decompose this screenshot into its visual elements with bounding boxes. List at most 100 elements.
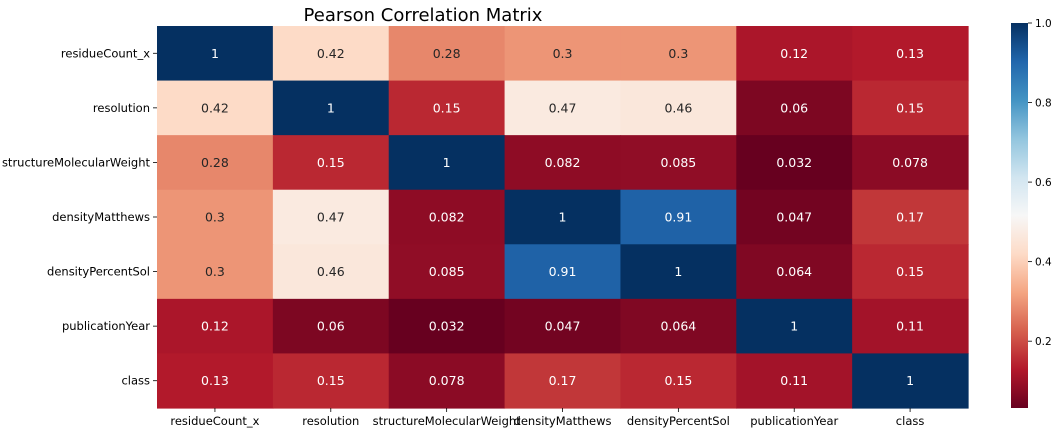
heatmap-cell xyxy=(736,189,853,245)
cell-value-label: 1 xyxy=(674,264,682,279)
heatmap-cell xyxy=(620,26,737,82)
heatmap-cell xyxy=(272,244,390,300)
x-tick-label: resolution xyxy=(302,414,359,428)
colorbar-tick-label: 0.6 xyxy=(1035,177,1052,189)
heatmap-cell xyxy=(620,80,737,136)
cell-value-label: 0.12 xyxy=(780,46,808,61)
heatmap-cell xyxy=(620,353,737,409)
cell-value-label: 0.47 xyxy=(549,100,577,115)
colorbar-tick-label: 1.0 xyxy=(1035,18,1052,30)
heatmap-cell xyxy=(852,244,969,300)
y-tick-label: structureMolecularWeight xyxy=(2,155,151,169)
cell-value-label: 0.28 xyxy=(433,46,461,61)
heatmap-cell xyxy=(620,298,737,355)
heatmap-cell xyxy=(852,26,969,82)
heatmap-cell xyxy=(504,353,622,409)
cell-value-label: 0.3 xyxy=(553,46,573,61)
colorbar-tick-label: 0.2 xyxy=(1035,336,1052,348)
chart-title: Pearson Correlation Matrix xyxy=(304,5,543,26)
cell-value-label: 0.06 xyxy=(780,100,808,115)
x-tick-label: structureMolecularWeight xyxy=(373,414,522,428)
y-tick-label: publicationYear xyxy=(62,319,150,333)
heatmap-cell xyxy=(157,26,274,82)
cell-value-label: 0.15 xyxy=(896,100,924,115)
heatmap-cell xyxy=(388,80,506,136)
cell-value-label: 0.15 xyxy=(433,100,461,115)
heatmap-cell xyxy=(736,353,853,409)
cell-value-label: 0.064 xyxy=(776,264,812,279)
heatmap-cell xyxy=(388,189,506,245)
heatmap-cell xyxy=(272,80,390,136)
heatmap-cell xyxy=(157,189,274,245)
heatmap-cell xyxy=(272,353,390,409)
cell-value-label: 0.078 xyxy=(429,373,465,388)
cell-value-label: 0.085 xyxy=(660,155,696,170)
cell-value-label: 1 xyxy=(327,100,335,115)
heatmap-cell xyxy=(852,298,969,355)
cell-value-label: 0.3 xyxy=(205,264,225,279)
heatmap-cell xyxy=(272,26,390,82)
heatmap-cell xyxy=(504,244,622,300)
cell-value-label: 0.3 xyxy=(205,209,225,224)
heatmap-cell xyxy=(504,298,622,355)
cell-value-label: 0.12 xyxy=(201,319,229,334)
cell-value-label: 0.13 xyxy=(896,46,924,61)
heatmap-cell xyxy=(852,135,969,191)
cell-value-label: 0.032 xyxy=(429,319,465,334)
heatmap-cell xyxy=(736,298,853,355)
y-tick-label: class xyxy=(121,374,150,388)
cell-value-label: 0.11 xyxy=(780,373,808,388)
cell-value-label: 0.47 xyxy=(317,209,345,224)
colorbar xyxy=(1011,23,1028,408)
cell-value-label: 0.082 xyxy=(429,209,465,224)
cell-value-label: 0.15 xyxy=(317,155,345,170)
cell-value-label: 0.42 xyxy=(201,100,229,115)
heatmap-cell xyxy=(620,135,737,191)
cell-value-label: 0.06 xyxy=(317,319,345,334)
cell-value-label: 0.15 xyxy=(317,373,345,388)
y-tick-labels: residueCount_x resolution structureMolecul… xyxy=(2,46,157,388)
cell-value-label: 0.3 xyxy=(668,46,688,61)
y-tick-label: densityPercentSol xyxy=(47,265,150,279)
cell-value-label: 0.46 xyxy=(317,264,345,279)
heatmap-cell xyxy=(620,189,737,245)
heatmap-cell xyxy=(388,244,506,300)
cell-value-label: 0.15 xyxy=(664,373,692,388)
y-tick-label: densityMatthews xyxy=(52,210,150,224)
cell-value-label: 0.032 xyxy=(776,155,812,170)
heatmap-cell xyxy=(388,298,506,355)
heatmap-cell xyxy=(272,298,390,355)
cell-value-label: 0.91 xyxy=(549,264,577,279)
cell-value-label: 1 xyxy=(790,319,798,334)
heatmap-cell xyxy=(736,244,853,300)
colorbar-tick-label: 0.8 xyxy=(1035,98,1052,110)
heatmap-cell xyxy=(736,26,853,82)
heatmap-cell xyxy=(272,189,390,245)
heatmap-cell xyxy=(157,135,274,191)
heatmap-cell xyxy=(157,298,274,355)
cell-value-label: 0.064 xyxy=(660,319,696,334)
x-tick-label: class xyxy=(896,414,925,428)
cell-value-label: 0.46 xyxy=(664,100,692,115)
colorbar-tick-label: 0.4 xyxy=(1035,257,1052,269)
cell-value-label: 0.17 xyxy=(549,373,577,388)
cell-value-label: 1 xyxy=(211,46,219,61)
heatmap-cell xyxy=(504,189,622,245)
cell-value-label: 0.42 xyxy=(317,46,345,61)
heatmap-cell xyxy=(504,26,622,82)
heatmap-cell xyxy=(157,80,274,136)
heatmap-cells: 1 0.42 0.28 0.3 0.3 0.12 0.13 0.42 1 0.15 0.47 0.46… xyxy=(157,26,969,409)
heatmap-cell xyxy=(504,80,622,136)
heatmap-cell xyxy=(504,135,622,191)
y-tick-label: residueCount_x xyxy=(61,46,150,60)
x-tick-label: densityPercentSol xyxy=(627,414,730,428)
heatmap-cell xyxy=(388,353,506,409)
heatmap-cell xyxy=(388,26,506,82)
x-tick-label: residueCount_x xyxy=(170,414,259,428)
cell-value-label: 0.13 xyxy=(201,373,229,388)
heatmap-cell xyxy=(157,353,274,409)
heatmap-cell xyxy=(388,135,506,191)
cell-value-label: 0.047 xyxy=(776,209,812,224)
cell-value-label: 0.17 xyxy=(896,209,924,224)
cell-value-label: 0.15 xyxy=(896,264,924,279)
